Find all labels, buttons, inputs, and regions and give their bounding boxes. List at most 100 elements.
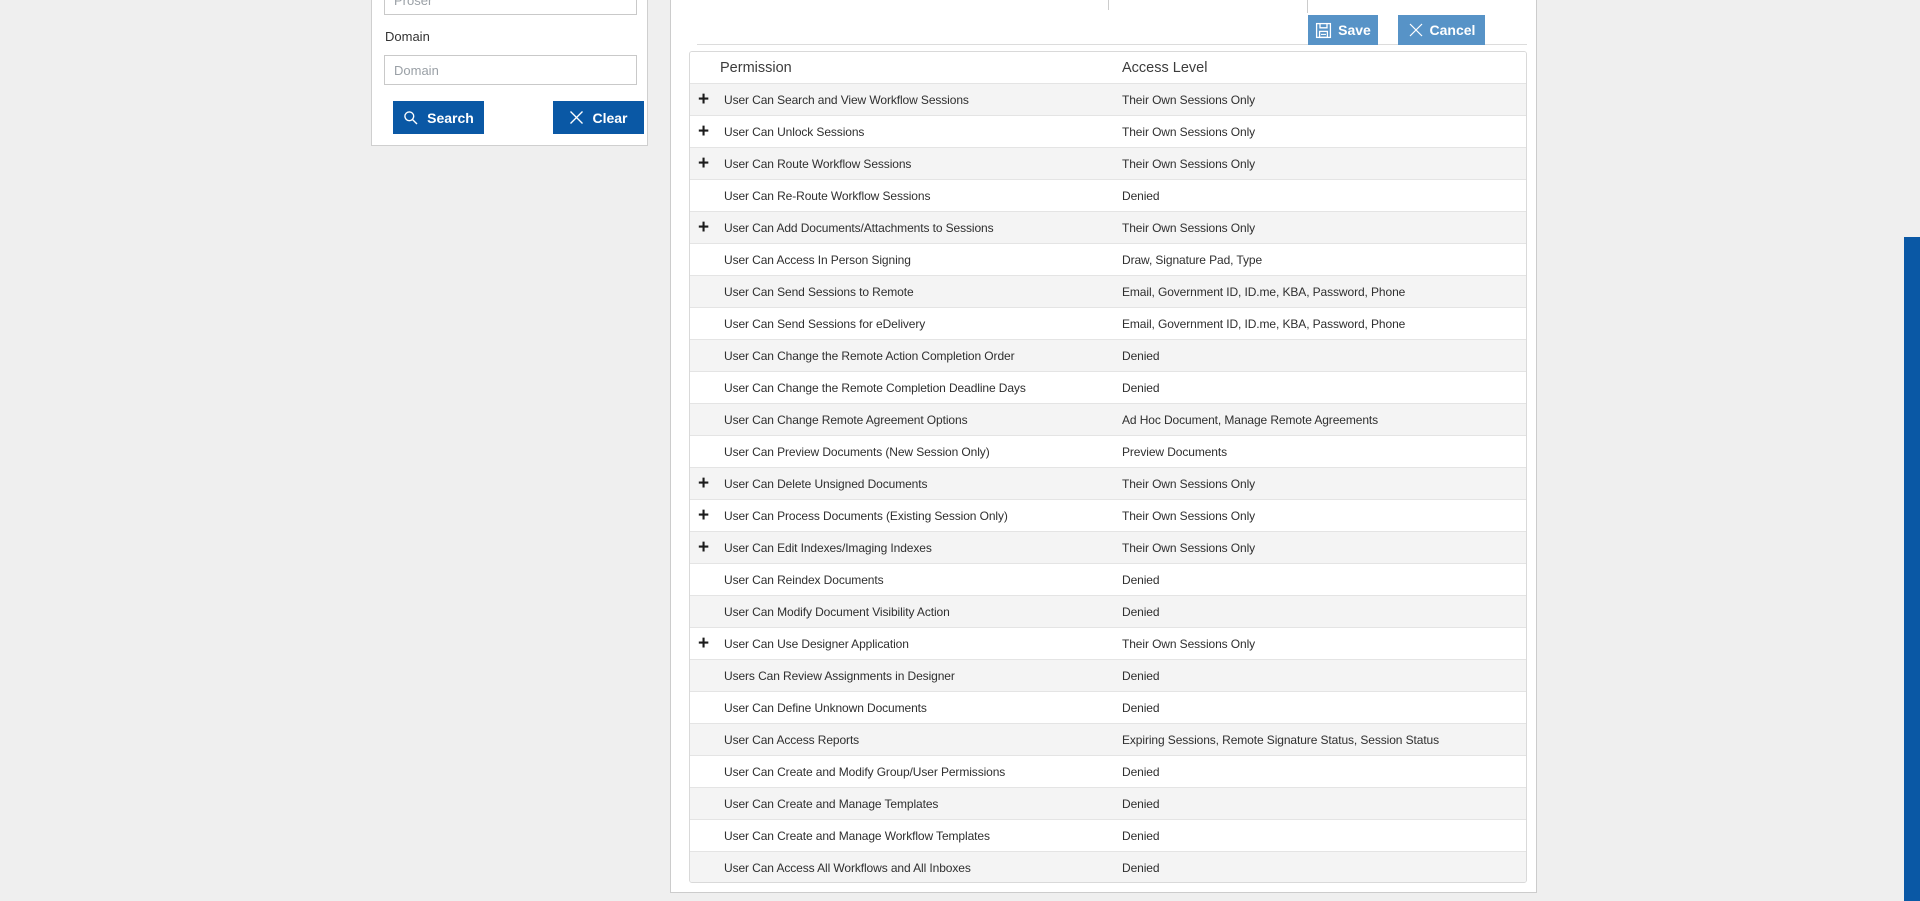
access-level-cell: Denied bbox=[1122, 700, 1160, 715]
cutoff-divider-left bbox=[1108, 0, 1109, 10]
permission-cell: User Can Change Remote Agreement Options bbox=[724, 412, 968, 427]
save-button-label: Save bbox=[1338, 22, 1371, 38]
section-divider bbox=[697, 44, 1527, 45]
right-side-panel-edge bbox=[1904, 237, 1920, 901]
table-row: + User Can Add Documents/Attachments to … bbox=[690, 212, 1526, 244]
access-level-cell: Their Own Sessions Only bbox=[1122, 220, 1256, 235]
save-floppy-icon bbox=[1315, 22, 1332, 39]
access-level-cell: Denied bbox=[1122, 828, 1160, 843]
access-level-cell: Denied bbox=[1122, 572, 1160, 587]
table-row: User Can Access In Person Signing Draw, … bbox=[690, 244, 1526, 276]
expand-plus-icon[interactable]: + bbox=[698, 632, 710, 654]
clear-button-label: Clear bbox=[592, 109, 628, 126]
table-row: User Can Access All Workflows and All In… bbox=[690, 852, 1526, 882]
access-level-cell: Expiring Sessions, Remote Signature Stat… bbox=[1122, 732, 1440, 747]
permission-cell: Users Can Review Assignments in Designer bbox=[724, 668, 955, 683]
access-level-cell: Denied bbox=[1122, 188, 1160, 203]
table-row: + User Can Unlock Sessions Their Own Ses… bbox=[690, 116, 1526, 148]
permissions-table: Permission Access Level + User Can Searc… bbox=[689, 51, 1527, 883]
permissions-card: Save Cancel Permission Access Level + Us… bbox=[670, 0, 1537, 893]
domain-label: Domain bbox=[385, 29, 430, 44]
table-row: User Can Send Sessions for eDelivery Ema… bbox=[690, 308, 1526, 340]
permission-cell: User Can Define Unknown Documents bbox=[724, 700, 927, 715]
permission-cell: User Can Re-Route Workflow Sessions bbox=[724, 188, 931, 203]
table-row: User Can Create and Manage Workflow Temp… bbox=[690, 820, 1526, 852]
access-level-cell: Draw, Signature Pad, Type bbox=[1122, 252, 1263, 267]
expand-plus-icon[interactable]: + bbox=[698, 152, 710, 174]
table-row: User Can Preview Documents (New Session … bbox=[690, 436, 1526, 468]
permission-cell: User Can Use Designer Application bbox=[724, 636, 909, 651]
access-level-cell: Denied bbox=[1122, 348, 1160, 363]
access-level-cell: Email, Government ID, ID.me, KBA, Passwo… bbox=[1122, 316, 1406, 331]
table-row: User Can Modify Document Visibility Acti… bbox=[690, 596, 1526, 628]
table-row: User Can Create and Manage Templates Den… bbox=[690, 788, 1526, 820]
access-level-cell: Denied bbox=[1122, 796, 1160, 811]
save-button[interactable]: Save bbox=[1308, 15, 1378, 45]
access-level-cell: Their Own Sessions Only bbox=[1122, 508, 1256, 523]
table-row: User Can Create and Modify Group/User Pe… bbox=[690, 756, 1526, 788]
access-level-cell: Their Own Sessions Only bbox=[1122, 92, 1256, 107]
permissions-table-body: + User Can Search and View Workflow Sess… bbox=[690, 84, 1526, 882]
cutoff-divider-right bbox=[1307, 0, 1308, 13]
table-row: User Can Reindex Documents Denied bbox=[690, 564, 1526, 596]
access-level-cell: Their Own Sessions Only bbox=[1122, 636, 1256, 651]
table-row: + User Can Delete Unsigned Documents The… bbox=[690, 468, 1526, 500]
permission-cell: User Can Access All Workflows and All In… bbox=[724, 860, 971, 875]
search-button-label: Search bbox=[427, 109, 474, 126]
search-button[interactable]: Search bbox=[393, 101, 484, 134]
permission-cell: User Can Search and View Workflow Sessio… bbox=[724, 92, 969, 107]
permission-cell: User Can Change the Remote Action Comple… bbox=[724, 348, 1015, 363]
search-filter-card: Domain Search Clear bbox=[371, 0, 648, 146]
table-row: + User Can Use Designer Application Thei… bbox=[690, 628, 1526, 660]
access-level-cell: Ad Hoc Document, Manage Remote Agreement… bbox=[1122, 412, 1379, 427]
permission-column-header: Permission bbox=[720, 59, 792, 76]
permission-cell: User Can Access In Person Signing bbox=[724, 252, 911, 267]
permission-cell: User Can Route Workflow Sessions bbox=[724, 156, 912, 171]
table-row: User Can Change the Remote Action Comple… bbox=[690, 340, 1526, 372]
table-row: + User Can Edit Indexes/Imaging Indexes … bbox=[690, 532, 1526, 564]
access-level-cell: Their Own Sessions Only bbox=[1122, 476, 1256, 491]
permission-cell: User Can Reindex Documents bbox=[724, 572, 884, 587]
table-row: User Can Re-Route Workflow Sessions Deni… bbox=[690, 180, 1526, 212]
access-level-cell: Denied bbox=[1122, 668, 1160, 683]
access-level-cell: Their Own Sessions Only bbox=[1122, 540, 1256, 555]
permission-cell: User Can Process Documents (Existing Ses… bbox=[724, 508, 1008, 523]
permission-cell: User Can Create and Manage Templates bbox=[724, 796, 939, 811]
table-row: User Can Access Reports Expiring Session… bbox=[690, 724, 1526, 756]
permission-cell: User Can Access Reports bbox=[724, 732, 860, 747]
search-icon bbox=[403, 110, 419, 126]
permission-cell: User Can Send Sessions for eDelivery bbox=[724, 316, 926, 331]
permission-cell: User Can Change the Remote Completion De… bbox=[724, 380, 1026, 395]
cancel-button[interactable]: Cancel bbox=[1398, 15, 1485, 45]
access-level-cell: Denied bbox=[1122, 764, 1160, 779]
access-level-column-header: Access Level bbox=[1122, 59, 1208, 76]
expand-plus-icon[interactable]: + bbox=[698, 88, 710, 110]
access-level-cell: Denied bbox=[1122, 604, 1160, 619]
clear-button[interactable]: Clear bbox=[553, 101, 644, 134]
expand-plus-icon[interactable]: + bbox=[698, 472, 710, 494]
permission-cell: User Can Send Sessions to Remote bbox=[724, 284, 914, 299]
expand-plus-icon[interactable]: + bbox=[698, 536, 710, 558]
access-level-cell: Denied bbox=[1122, 860, 1160, 875]
permission-cell: User Can Preview Documents (New Session … bbox=[724, 444, 990, 459]
permission-cell: User Can Delete Unsigned Documents bbox=[724, 476, 928, 491]
table-row: + User Can Process Documents (Existing S… bbox=[690, 500, 1526, 532]
expand-plus-icon[interactable]: + bbox=[698, 504, 710, 526]
cancel-button-label: Cancel bbox=[1429, 22, 1476, 38]
cutoff-filter-input[interactable] bbox=[384, 0, 637, 15]
expand-plus-icon[interactable]: + bbox=[698, 216, 710, 238]
domain-input[interactable] bbox=[384, 55, 637, 85]
table-row: + User Can Search and View Workflow Sess… bbox=[690, 84, 1526, 116]
expand-plus-icon[interactable]: + bbox=[698, 120, 710, 142]
access-level-cell: Email, Government ID, ID.me, KBA, Passwo… bbox=[1122, 284, 1406, 299]
table-header-row: Permission Access Level bbox=[690, 52, 1526, 84]
table-row: User Can Change Remote Agreement Options… bbox=[690, 404, 1526, 436]
table-row: User Can Send Sessions to Remote Email, … bbox=[690, 276, 1526, 308]
permission-cell: User Can Create and Modify Group/User Pe… bbox=[724, 764, 1006, 779]
permission-cell: User Can Modify Document Visibility Acti… bbox=[724, 604, 950, 619]
access-level-cell: Their Own Sessions Only bbox=[1122, 156, 1256, 171]
table-row: User Can Define Unknown Documents Denied bbox=[690, 692, 1526, 724]
table-row: + User Can Route Workflow Sessions Their… bbox=[690, 148, 1526, 180]
table-row: User Can Change the Remote Completion De… bbox=[690, 372, 1526, 404]
permission-cell: User Can Create and Manage Workflow Temp… bbox=[724, 828, 990, 843]
